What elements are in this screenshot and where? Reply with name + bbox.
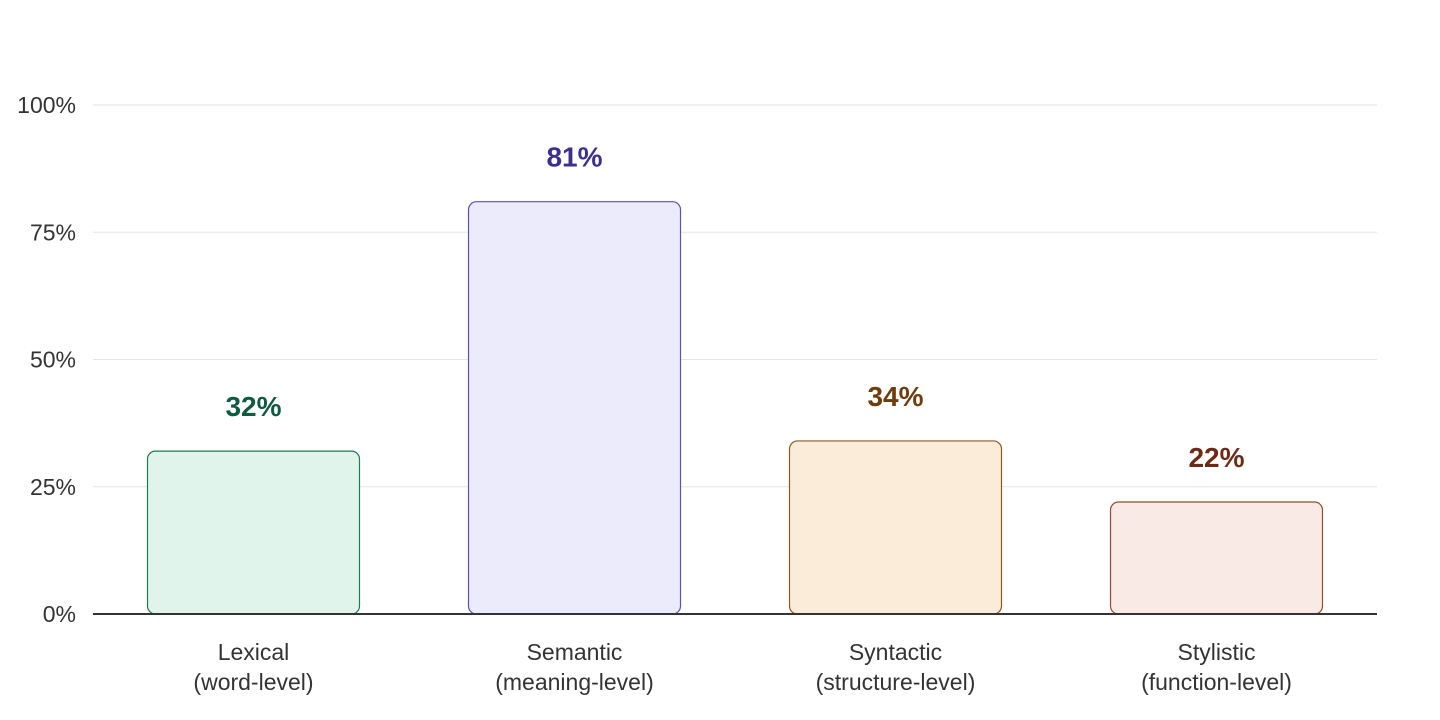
category-label: Syntactic [849,639,942,665]
gridlines [93,104,1377,488]
bar [146,450,361,615]
category-label: (meaning-level) [495,669,654,695]
bar-value-label: 81% [546,142,602,173]
y-tick-label: 50% [30,347,76,373]
x-axis-labels: Lexical (word-level) Semantic (meaning-leve… [193,639,1291,695]
y-tick-label: 0% [43,601,76,627]
category-label: Stylistic [1178,639,1256,665]
bar-value-label: 32% [225,391,281,422]
y-axis-ticks: 0% 25% 50% 75% 100% [17,92,76,627]
bars [146,201,1324,615]
category-label: Semantic [527,639,623,665]
y-tick-label: 100% [17,92,76,118]
bar [467,201,682,615]
y-tick-label: 25% [30,474,76,500]
category-label: (structure-level) [816,669,976,695]
category-label: (function-level) [1141,669,1292,695]
category-label: (word-level) [193,669,313,695]
value-labels: 32% 81% 34% 22% [225,142,1244,473]
bar-value-label: 34% [867,381,923,412]
y-tick-label: 75% [30,219,76,245]
bar [1109,501,1324,615]
bar [788,440,1003,615]
category-label: Lexical [218,639,290,665]
bar-value-label: 22% [1188,442,1244,473]
